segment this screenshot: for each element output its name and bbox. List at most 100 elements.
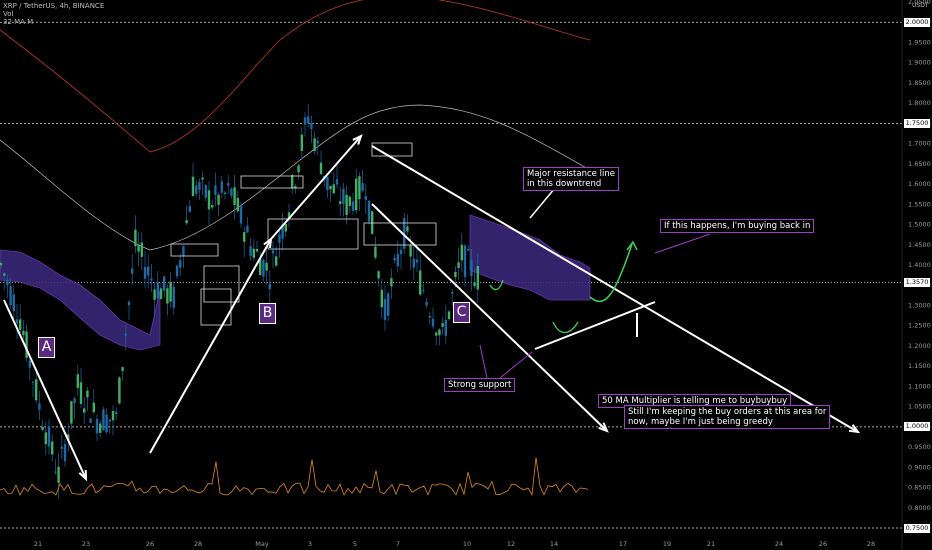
x-tick-label: 19: [663, 540, 671, 548]
y-tick-label: 1.9000: [908, 59, 931, 67]
candle-body: [239, 205, 243, 224]
wave-c-arrow-head: [598, 422, 609, 433]
x-tick-label: 10: [463, 540, 471, 548]
x-tick-label: 17: [619, 540, 627, 548]
y-tick-label: 1.4000: [908, 261, 931, 269]
candle-body: [377, 271, 380, 279]
candle-body: [431, 318, 435, 327]
candle-body: [41, 427, 44, 430]
candle-body: [287, 212, 291, 219]
candle-body: [243, 232, 246, 242]
candle-body: [35, 379, 38, 401]
wave-b-arrow-1: [149, 238, 272, 454]
candle-body: [67, 434, 70, 441]
gray-ma-line: [0, 104, 591, 251]
y-tick-label: 1.3000: [908, 301, 931, 309]
resistance-note-line2: in this downtrend: [527, 179, 602, 189]
price-tag: 1.3570: [904, 277, 930, 287]
candle-body: [319, 162, 323, 174]
candle-body: [169, 282, 172, 302]
ma-ribbon-right: [469, 214, 591, 301]
candle-body: [393, 257, 396, 261]
candle-body: [195, 185, 198, 194]
candle-body: [444, 320, 447, 336]
y-tick-label: 1.0500: [908, 403, 931, 411]
candle-body: [380, 289, 383, 308]
candle-body: [470, 259, 473, 277]
y-tick-label: 1.1500: [908, 362, 931, 370]
x-tick-label: 24: [775, 540, 783, 548]
candle-body: [339, 201, 342, 204]
y-tick-label: 1.5000: [908, 221, 931, 229]
candle-body: [220, 181, 223, 193]
wave-b-label: B: [259, 303, 276, 324]
candle-body: [473, 282, 476, 287]
y-tick-label: 1.8000: [908, 99, 931, 107]
wave-a-label: A: [38, 337, 55, 358]
candle-body: [476, 265, 479, 290]
candle-body: [105, 414, 108, 433]
candle-body: [73, 398, 76, 404]
candle-body: [303, 117, 307, 125]
y-tick-label: 1.2000: [908, 342, 931, 350]
candle-body: [345, 194, 348, 215]
candle-body: [150, 278, 153, 281]
support-note: Strong support: [444, 378, 516, 392]
candle-body: [198, 181, 201, 190]
price-tag: 1.7500: [904, 118, 930, 128]
candle-body: [63, 443, 67, 462]
wave-c-arrow: [371, 203, 608, 432]
candle-body: [201, 177, 204, 180]
candle-body: [278, 234, 281, 243]
candle-body: [313, 138, 316, 151]
y-tick-label: 0.8500: [908, 484, 931, 492]
candle-body: [121, 367, 124, 371]
y-tick-label: 1.4500: [908, 241, 931, 249]
candle-body: [316, 140, 319, 144]
candle-body: [137, 244, 140, 252]
candle-body: [383, 299, 387, 320]
candle-body: [131, 268, 134, 274]
candle-body: [28, 360, 31, 368]
candle-body: [127, 301, 131, 306]
wave-b-arrow-2-head: [352, 134, 363, 145]
candle-body: [268, 283, 271, 290]
price-tag: 0.7500: [904, 523, 930, 533]
candle-body: [294, 186, 297, 189]
green-bounce-arrow-2: [489, 279, 504, 291]
candle-body: [156, 282, 159, 299]
candle-body: [454, 271, 457, 277]
candle-body: [22, 330, 25, 336]
ma-indicator-label: 32 MA M: [3, 18, 34, 26]
support-line: [534, 301, 656, 350]
consolidation-box: [267, 218, 359, 250]
candle-body: [399, 249, 403, 255]
consolidation-box: [371, 142, 413, 157]
candle-body: [307, 116, 310, 124]
y-tick-label: 0.9500: [908, 443, 931, 451]
candle-body: [124, 333, 127, 336]
candle-body: [300, 134, 303, 152]
candle-body: [406, 226, 409, 232]
green-projection-arrow: [589, 243, 633, 303]
candle-body: [153, 289, 156, 300]
y-tick-label: 1.8500: [908, 79, 931, 87]
consolidation-box: [170, 243, 219, 257]
candle-body: [451, 292, 454, 294]
candle-body: [60, 446, 63, 449]
candle-body: [0, 263, 3, 266]
candle-body: [140, 242, 143, 257]
candle-body: [38, 403, 41, 410]
candle-body: [227, 182, 230, 186]
candle-body: [467, 249, 470, 251]
candle-body: [92, 402, 95, 413]
candle-body: [419, 270, 422, 295]
candle-body: [163, 276, 166, 291]
x-tick-label: 26: [819, 540, 827, 548]
buy-orders-note: Still I'm keeping the buy orders at this…: [624, 405, 831, 429]
x-tick-label: 21: [34, 540, 42, 548]
candle-body: [9, 286, 12, 306]
candle-body: [207, 190, 211, 210]
